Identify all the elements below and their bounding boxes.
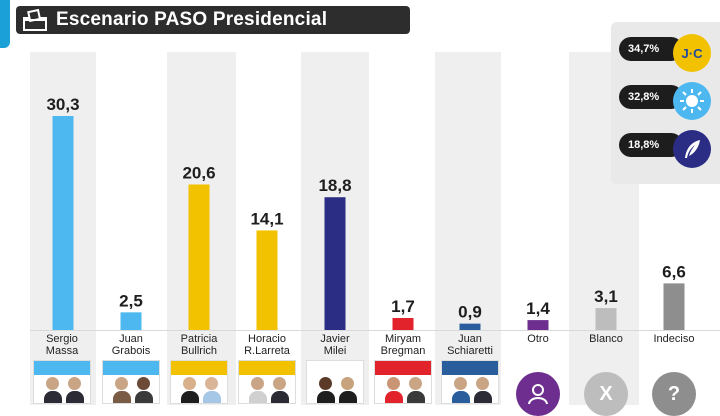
value-label-grabois: 2,5: [119, 291, 143, 310]
candidate-photo-larreta: [238, 360, 296, 404]
category-label-grabois: Juan Grabois: [111, 333, 151, 357]
bar-schiaretti: [459, 323, 481, 330]
value-label-larreta: 14,1: [250, 209, 283, 228]
category-label-otro: Otro: [527, 333, 549, 345]
ballot-box-icon: [23, 9, 47, 31]
bar-milei: [324, 197, 346, 330]
x-icon: X: [584, 372, 628, 416]
candidate-photo-bullrich: [170, 360, 228, 404]
bar-indeciso: [663, 283, 685, 330]
quill-icon: [673, 130, 711, 168]
bar-bregman: [392, 317, 414, 330]
bar-chart: 30,3 2,5 20,6 14,1 18,8 1,7 0,9 1,4 3,1 6,6: [46, 95, 686, 330]
page-title: Escenario PASO Presidencial: [56, 9, 328, 30]
question-icon: ?: [652, 372, 696, 416]
value-label-massa: 30,3: [46, 95, 79, 114]
category-label-massa: Sergio Massa: [45, 333, 79, 357]
value-label-schiaretti: 0,9: [458, 303, 482, 322]
bar-otro: [527, 320, 549, 330]
legend-value: 34,7%: [619, 37, 683, 61]
bar-massa: [52, 116, 74, 330]
candidate-photo-massa: [33, 360, 91, 404]
candidate-photo-grabois: [102, 360, 160, 404]
value-label-otro: 1,4: [526, 299, 550, 318]
legend-row-libertad-avanza: 18,8%: [619, 130, 711, 168]
top-accent-tab: [0, 0, 10, 48]
value-label-bullrich: 20,6: [182, 164, 215, 183]
juntos-cambio-icon: J·C: [673, 34, 711, 72]
candidate-photo-schiaretti: [441, 360, 499, 404]
category-label-indeciso: Indeciso: [653, 333, 695, 345]
category-label-schiaretti: Juan Schiaretti: [447, 333, 493, 357]
legend-row-juntos-cambio: 34,7% J·C: [619, 34, 711, 72]
category-label-blanco: Blanco: [589, 333, 623, 345]
candidate-photo-milei: [306, 360, 364, 404]
legend-value: 18,8%: [619, 133, 683, 157]
legend-value: 32,8%: [619, 85, 683, 109]
union-patria-icon: [673, 82, 711, 120]
title-bar: Escenario PASO Presidencial: [16, 6, 410, 34]
person-icon: [516, 372, 560, 416]
value-label-milei: 18,8: [318, 176, 351, 195]
bar-larreta: [256, 230, 278, 330]
value-label-indeciso: 6,6: [662, 262, 686, 281]
value-label-blanco: 3,1: [594, 287, 618, 306]
category-label-bregman: Miryam Bregman: [380, 333, 426, 357]
candidate-photo-bregman: [374, 360, 432, 404]
category-label-larreta: Horacio R.Larreta: [244, 333, 290, 357]
chart-baseline: [30, 330, 720, 331]
legend-row-union-patria: 32,8%: [619, 82, 711, 120]
bar-grabois: [120, 312, 142, 330]
bar-blanco: [595, 308, 617, 330]
value-label-bregman: 1,7: [391, 297, 415, 316]
bar-bullrich: [188, 184, 210, 330]
category-label-bullrich: Patricia Bullrich: [180, 333, 218, 357]
category-label-milei: Javier Milei: [320, 333, 350, 357]
